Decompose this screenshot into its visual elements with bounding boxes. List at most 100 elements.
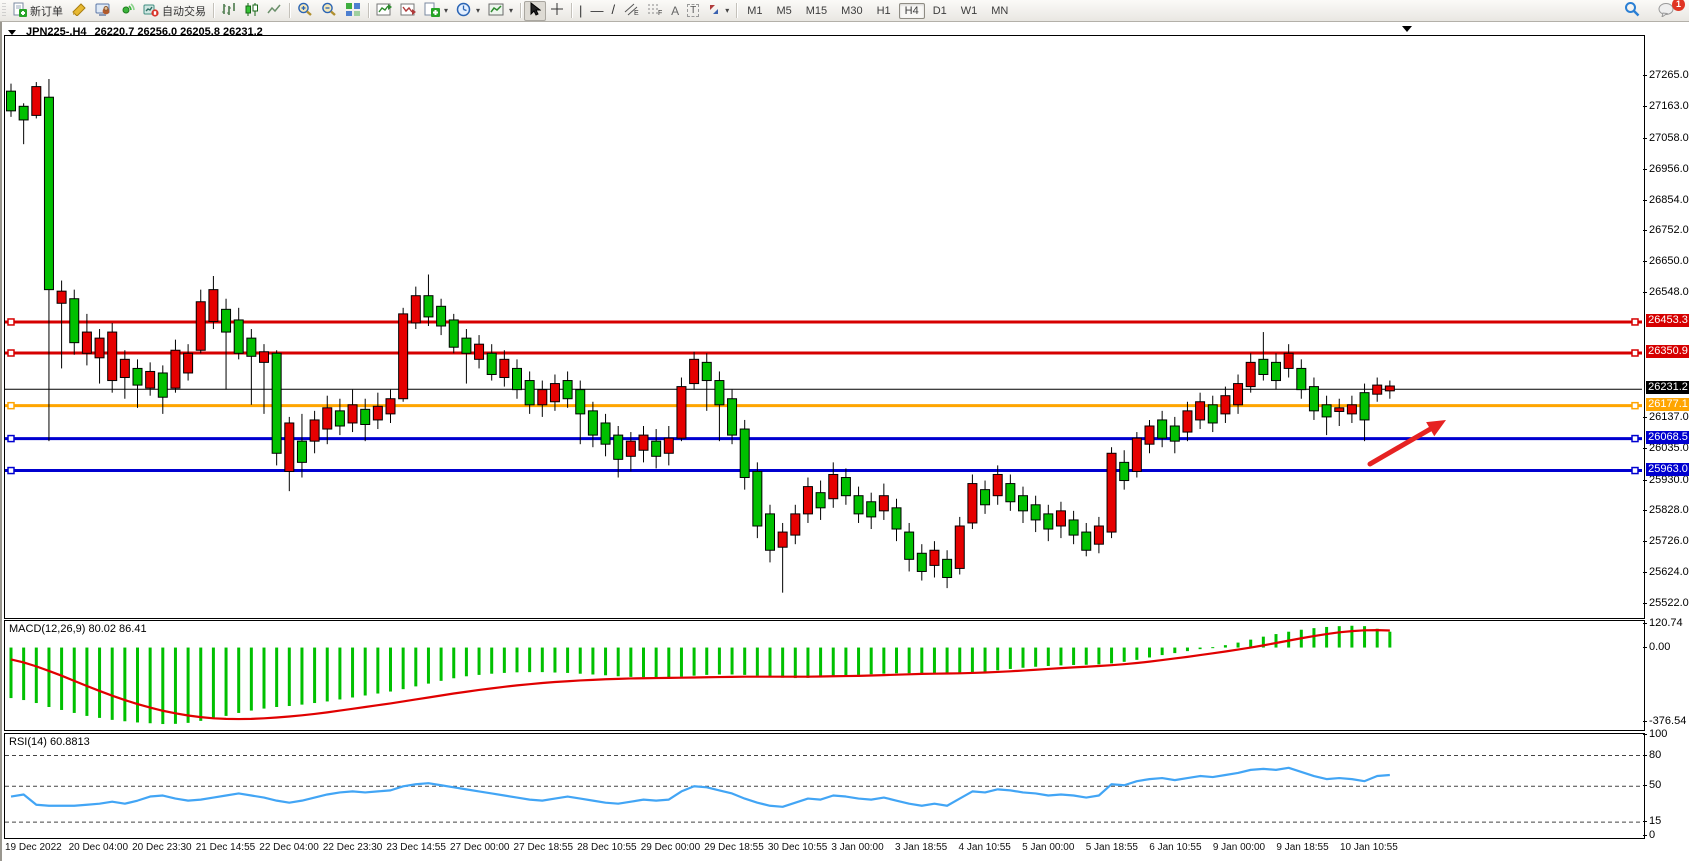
axis-tick-label: 26854.0 <box>1649 193 1689 206</box>
date-label: 22 Dec 23:30 <box>322 842 383 853</box>
timeframe-m1-button[interactable]: M1 <box>747 4 763 17</box>
price-line-tag: 26068.5 <box>1646 430 1689 444</box>
rsi-pane[interactable]: RSI(14) 60.8813 <box>4 733 1645 839</box>
toolbar-grip <box>2 3 6 18</box>
timeframe-h4-button[interactable]: H4 <box>898 2 925 19</box>
period-clock-button[interactable]: ▾ <box>452 2 484 20</box>
chart-template-icon <box>488 2 505 20</box>
axis-tickmark <box>1643 75 1647 76</box>
chevron-down-icon: ▾ <box>725 6 730 15</box>
arrows-tool[interactable]: ▾ <box>703 2 733 20</box>
candlestick-chart-button[interactable] <box>240 2 263 20</box>
axis-tick-label: 50 <box>1649 779 1662 792</box>
axis-tickmark <box>1643 447 1647 449</box>
axis-tick-label: 100 <box>1649 728 1668 741</box>
axis-tick-label: 25624.0 <box>1649 566 1689 579</box>
trendline-tool[interactable]: / <box>607 2 619 20</box>
axis-tickmark <box>1643 168 1647 170</box>
line-chart-button[interactable] <box>263 2 286 20</box>
horizontal-line-tool[interactable]: — <box>586 2 607 20</box>
axis-tick-label: 26650.0 <box>1649 255 1689 268</box>
toolbar-separator <box>213 3 214 18</box>
crosshair-tool-button[interactable] <box>546 2 568 20</box>
cursor-icon <box>529 1 542 19</box>
price-line-tag: 26231.2 <box>1646 381 1689 395</box>
axis-tickmark <box>1643 230 1647 232</box>
zoom-in-icon <box>297 2 313 20</box>
indicator-window2-icon <box>400 2 416 20</box>
date-label: 30 Dec 10:55 <box>767 842 828 853</box>
axis-tick-label: 25726.0 <box>1649 535 1689 548</box>
timeframe-m5-button[interactable]: M5 <box>776 4 792 17</box>
notifications-button[interactable]: 1 <box>1654 0 1685 20</box>
axis-tickmark <box>1643 785 1647 787</box>
strategy-tester-button[interactable] <box>91 2 115 20</box>
new-order-button[interactable]: 新订单 <box>8 2 67 20</box>
date-label: 20 Dec 04:00 <box>68 842 129 853</box>
zoom-in-button[interactable] <box>293 2 317 20</box>
fibonacci-tool[interactable]: F <box>643 2 667 20</box>
axis-tickmark <box>1643 292 1647 294</box>
axis-tickmark <box>1643 734 1647 736</box>
axis-tick-label: 0.00 <box>1649 640 1671 653</box>
indicator-window-button[interactable] <box>372 2 396 20</box>
signal-icon <box>119 2 135 20</box>
timeframe-m15-button[interactable]: M15 <box>805 4 828 17</box>
main-price-pane[interactable] <box>4 35 1645 619</box>
market-watch-button[interactable] <box>67 2 91 20</box>
chart-shift-marker[interactable] <box>1402 26 1412 32</box>
text-label-tool[interactable]: T <box>683 2 703 20</box>
axis-tick-label: 0 <box>1649 829 1656 841</box>
tile-windows-button[interactable] <box>341 2 365 20</box>
toolbar-separator <box>289 3 290 18</box>
axis-tick-label: 15 <box>1649 815 1662 828</box>
macd-chart <box>9 625 1392 725</box>
cursor-tool-button[interactable] <box>524 0 547 21</box>
chart-menu-arrow-icon[interactable] <box>8 29 16 35</box>
timeframe-mn-button[interactable]: MN <box>991 4 1009 17</box>
axis-tickmark <box>1643 622 1647 624</box>
axis-tick-label: 27265.0 <box>1649 69 1689 81</box>
date-label: 28 Dec 10:55 <box>577 842 637 853</box>
vertical-line-tool[interactable]: | <box>575 2 586 20</box>
axis-tick-label: 26956.0 <box>1649 162 1689 175</box>
price-line-tag: 26177.1 <box>1646 397 1689 411</box>
macd-pane[interactable]: MACD(12,26,9) 80.02 86.41 <box>4 620 1645 731</box>
text-label-icon: T <box>687 4 700 17</box>
timeframe-w1-button[interactable]: W1 <box>960 4 978 17</box>
signals-button[interactable] <box>115 2 139 20</box>
trendline-icon: / <box>611 2 616 17</box>
chevron-down-icon: ▾ <box>509 6 514 15</box>
axis-tickmark <box>1643 821 1647 823</box>
monitor-person-icon <box>95 2 111 20</box>
axis-tick-label: -376.54 <box>1649 715 1687 728</box>
timeframe-m30-button[interactable]: M30 <box>841 4 863 17</box>
zoom-out-button[interactable] <box>317 2 341 20</box>
chart-profile-button[interactable]: ▾ <box>484 2 517 20</box>
date-label: 9 Jan 00:00 <box>1212 842 1266 853</box>
indicator-window2-button[interactable] <box>396 2 420 20</box>
axis-tick-label: 25828.0 <box>1649 504 1689 517</box>
bar-chart-button[interactable] <box>217 2 240 20</box>
date-label: 27 Dec 00:00 <box>449 842 510 853</box>
text-tool[interactable]: A <box>667 2 683 20</box>
time-axis[interactable]: 19 Dec 2022 20 Dec 04:00 20 Dec 23:30 21 De… <box>4 840 1644 856</box>
fibo-tag: F <box>658 10 662 16</box>
toolbar-separator <box>520 3 522 18</box>
timeframe-h1-button[interactable]: H1 <box>876 4 891 17</box>
chat-bubble-icon <box>1658 2 1675 20</box>
add-indicator-button[interactable]: ▾ <box>420 2 452 20</box>
autotrading-icon <box>143 2 159 20</box>
date-label: 20 Dec 23:30 <box>132 842 192 853</box>
toolbar-separator <box>571 3 573 18</box>
price-axis[interactable]: 27265.0 27163.0 27058.0 26956.0 26854.0 26752… <box>1643 22 1689 861</box>
channel-tool[interactable]: E <box>619 2 643 20</box>
axis-tick-label: 26548.0 <box>1649 286 1689 299</box>
search-button[interactable] <box>1620 2 1644 20</box>
timeframe-d1-button[interactable]: D1 <box>932 4 947 17</box>
indicator-window-icon <box>376 2 392 20</box>
date-label: 3 Jan 00:00 <box>831 842 884 853</box>
axis-tickmark <box>1643 835 1647 836</box>
zoom-out-icon <box>321 2 337 20</box>
autotrading-button[interactable]: 自动交易 <box>139 2 210 20</box>
